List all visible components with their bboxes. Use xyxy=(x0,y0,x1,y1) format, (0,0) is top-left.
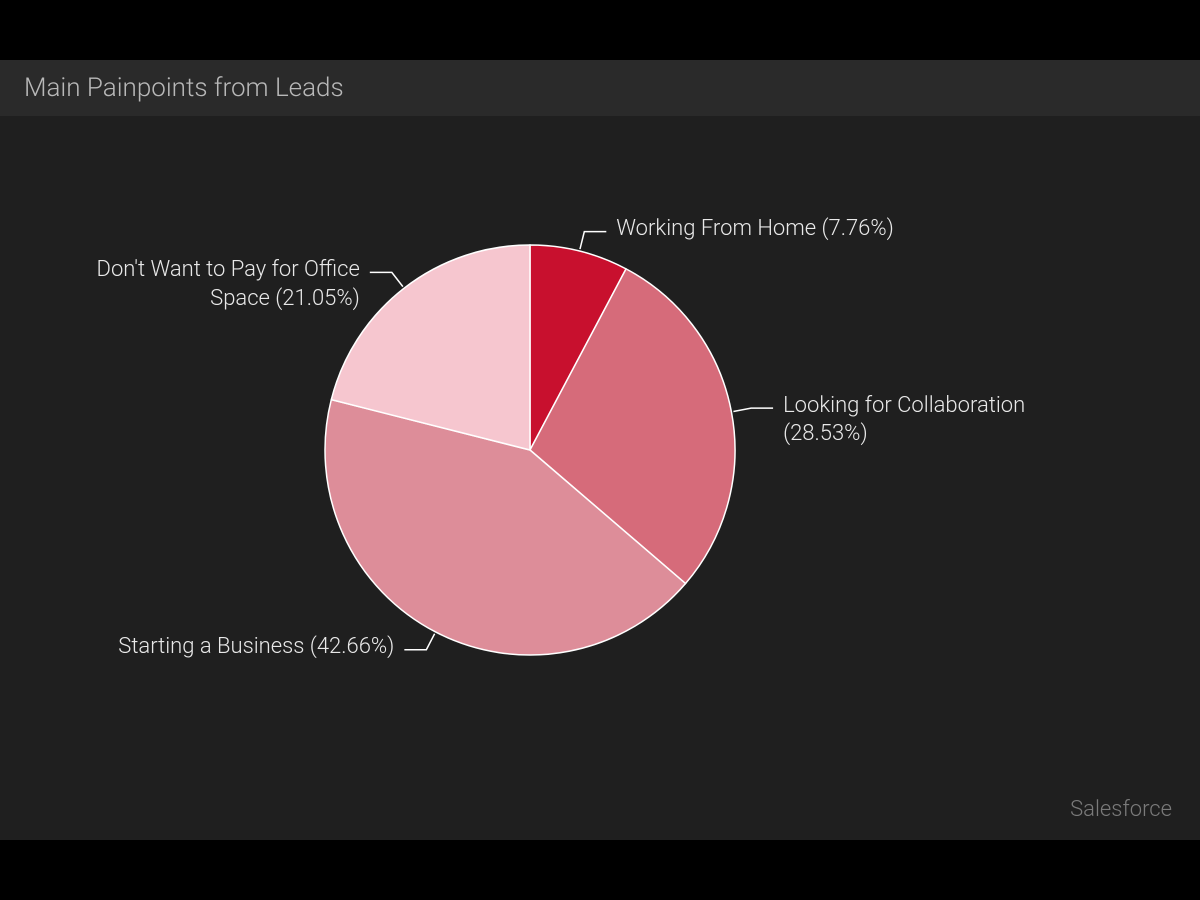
leader-line xyxy=(404,634,434,650)
leader-line xyxy=(580,232,606,249)
pie-slice-label: Don't Want to Pay for Office Space (21.0… xyxy=(60,256,360,313)
pie-slice-label: Starting a Business (42.66%) xyxy=(118,633,394,662)
pie-slice-label: Looking for Collaboration (28.53%) xyxy=(783,392,1083,449)
data-source-label: Salesforce xyxy=(1070,797,1172,822)
pie-slice-label: Working From Home (7.76%) xyxy=(616,215,894,244)
pie-chart xyxy=(0,0,1200,900)
leader-line xyxy=(733,408,773,411)
leader-line xyxy=(370,272,403,286)
